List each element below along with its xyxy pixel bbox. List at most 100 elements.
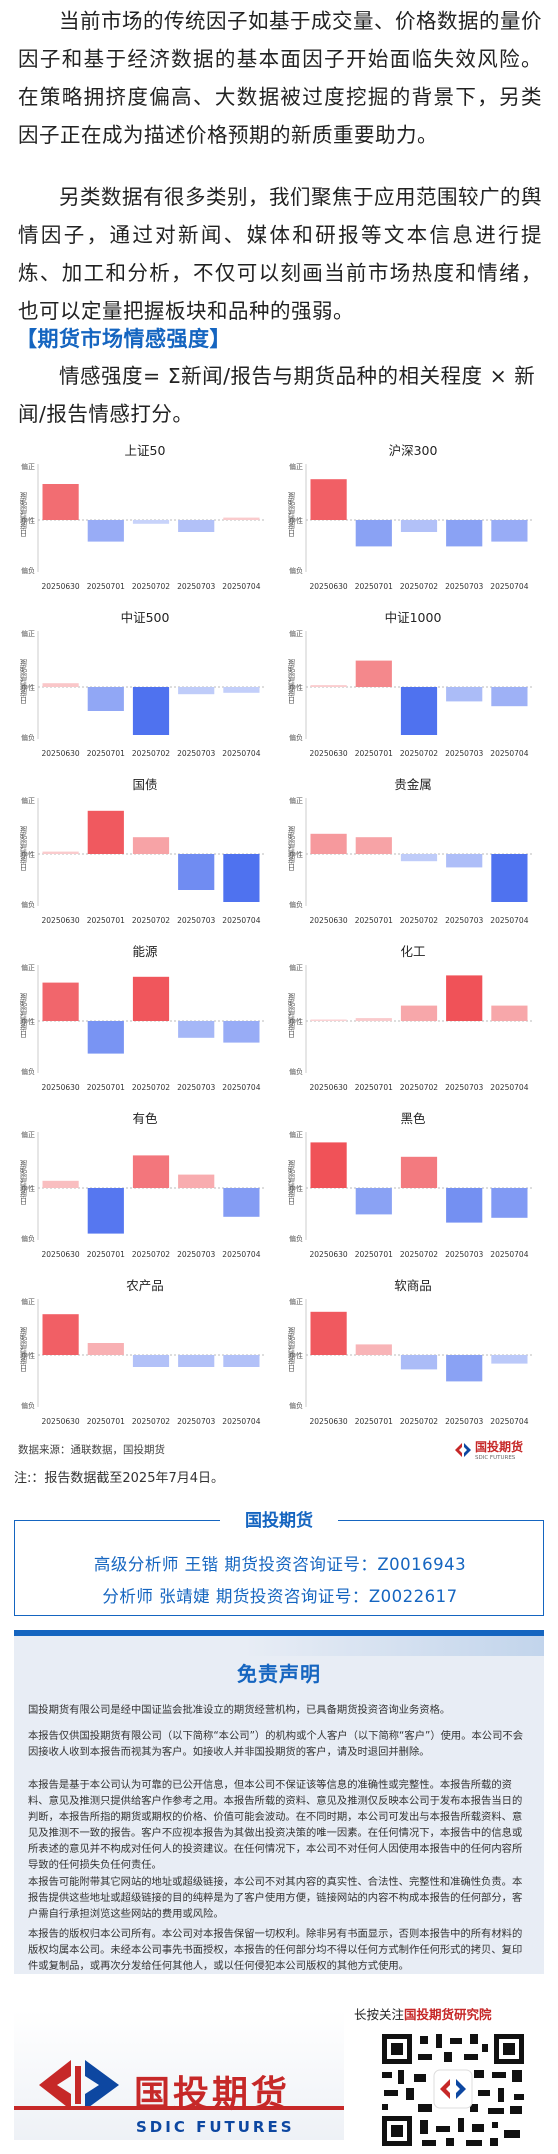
chart-y-tick-label: 偏负 [21, 900, 35, 909]
chart-bar [42, 851, 79, 854]
chart-y-tick-label: 中性 [289, 1351, 303, 1360]
chart-bar [223, 1355, 260, 1367]
analyst-box: 高级分析师 王锴 期货投资咨询证号：Z0016943 分析师 张靖婕 期货投资咨… [14, 1520, 544, 1616]
chart-bar [310, 1019, 347, 1021]
chart-x-tick-label: 20250630 [42, 749, 80, 758]
chart-bar [400, 1156, 438, 1188]
chart-x-tick-label: 20250701 [355, 749, 393, 758]
source-logo-sub: SDIC FUTURES [475, 1455, 516, 1461]
chart-x-tick-label: 20250704 [222, 916, 260, 925]
chart-y-axis-label: 日度情感强度 [19, 1327, 28, 1372]
chart-bar [132, 520, 170, 524]
chart-bar [310, 685, 347, 687]
chart-y-tick-label: 偏负 [289, 733, 303, 742]
chart-x-tick-label: 20250702 [400, 916, 438, 925]
sentiment-chart: 偏正 中性 偏负 20250630 20250701 20250702 20250703 20… [14, 440, 276, 605]
chart-y-tick-label: 偏正 [289, 462, 303, 471]
chart-y-tick-label: 中性 [21, 516, 35, 525]
chart-title: 中证500 [120, 610, 170, 625]
chart-y-tick-label: 中性 [21, 1184, 35, 1193]
chart-y-tick-label: 偏负 [289, 1401, 303, 1410]
chart-x-tick-label: 20250702 [132, 1417, 170, 1426]
chart-y-tick-label: 偏负 [21, 1401, 35, 1410]
chart-y-tick-label: 偏负 [21, 733, 35, 742]
disclaimer-title: 免责声明 [237, 1662, 321, 1686]
chart-bar [310, 833, 347, 854]
chart-bar [178, 687, 215, 695]
chart-x-tick-label: 20250701 [87, 916, 125, 925]
chart-bar [355, 660, 392, 687]
chart-bar [446, 1188, 483, 1223]
chart-bar [132, 837, 170, 854]
chart-x-tick-label: 20250701 [87, 1083, 125, 1092]
chart-x-tick-label: 20250630 [42, 582, 80, 591]
chart-bar [178, 854, 215, 890]
chart-x-tick-label: 20250703 [445, 1417, 483, 1426]
chart-bar [491, 520, 528, 542]
intro-paragraph-2: 另类数据有很多类别，我们聚焦于应用范围较广的舆情因子，通过对新闻、媒体和研报等文… [18, 185, 542, 323]
follow-account-name: 国投期货研究院 [404, 2007, 492, 2022]
disclaimer-top-bar [14, 1630, 544, 1636]
chart-y-tick-label: 偏正 [21, 963, 35, 972]
chart-x-tick-label: 20250704 [222, 582, 260, 591]
qr-code-icon[interactable] [378, 2030, 528, 2150]
chart-bar [491, 854, 528, 902]
disclaimer-paragraph: 国投期货有限公司是经中国证监会批准设立的期货经营机构，已具备期货投资咨询业务资格… [28, 1704, 451, 1716]
chart-bar [310, 1311, 347, 1355]
chart-bar [223, 1188, 260, 1217]
analyst-junior: 分析师 张靖婕 期货投资咨询证号：Z0022617 [102, 1587, 458, 1606]
chart-x-tick-label: 20250630 [310, 749, 348, 758]
sentiment-chart: 偏正 中性 偏负 20250630 20250701 20250702 20250703 20… [282, 941, 544, 1106]
chart-bar [491, 1005, 528, 1021]
chart-bar [446, 1355, 483, 1382]
chart-bar [223, 854, 260, 902]
chart-x-tick-label: 20250702 [132, 916, 170, 925]
sentiment-chart: 偏正 中性 偏负 20250630 20250701 20250702 20250703 20… [282, 1108, 544, 1273]
chart-y-tick-label: 偏正 [289, 796, 303, 805]
sentiment-charts-grid: 偏正 中性 偏负 20250630 20250701 20250702 20250703 20… [14, 440, 544, 1440]
chart-bar [446, 854, 483, 868]
chart-y-tick-label: 偏正 [289, 1130, 303, 1139]
sdic-logo-icon [455, 1442, 471, 1457]
chart-x-tick-label: 20250703 [445, 1083, 483, 1092]
chart-bar [223, 687, 260, 693]
chart-bar [446, 520, 483, 547]
chart-y-axis-label: 日度情感强度 [287, 1327, 296, 1372]
chart-x-tick-label: 20250702 [132, 582, 170, 591]
sentiment-chart: 偏正 中性 偏负 20250630 20250701 20250702 20250703 20… [14, 607, 276, 772]
chart-x-tick-label: 20250704 [490, 749, 528, 758]
chart-x-tick-label: 20250630 [42, 1417, 80, 1426]
chart-x-tick-label: 20250701 [87, 749, 125, 758]
chart-bar [223, 517, 260, 520]
source-logo: 国投期货 SDIC FUTURES [455, 1438, 523, 1461]
chart-x-tick-label: 20250704 [222, 1083, 260, 1092]
chart-x-tick-label: 20250701 [355, 916, 393, 925]
chart-bar [355, 520, 392, 547]
chart-bar [400, 687, 438, 735]
chart-x-tick-label: 20250704 [222, 1250, 260, 1259]
chart-y-tick-label: 中性 [21, 683, 35, 692]
chart-y-axis-label: 日度情感强度 [19, 1160, 28, 1205]
chart-y-tick-label: 中性 [21, 1351, 35, 1360]
formula-text: 情感强度= Σ新闻/报告与期货品种的相关程度 × 新闻/报告情感打分。 [18, 364, 536, 426]
sentiment-chart: 偏正 中性 偏负 20250630 20250701 20250702 20250703 20… [282, 774, 544, 939]
chart-bar [178, 1021, 215, 1038]
chart-bar [87, 520, 124, 542]
chart-bar [178, 1355, 215, 1367]
chart-title: 国债 [132, 777, 158, 792]
chart-y-tick-label: 偏正 [289, 629, 303, 638]
chart-y-tick-label: 偏负 [289, 1067, 303, 1076]
chart-y-tick-label: 偏正 [21, 1297, 35, 1306]
chart-y-axis-label: 日度情感强度 [287, 993, 296, 1038]
follow-prompt: 长按关注国投期货研究院 [354, 2004, 492, 2023]
sentiment-chart: 偏正 中性 偏负 20250630 20250701 20250702 20250703 20… [14, 1108, 276, 1273]
chart-title: 黑色 [400, 1111, 426, 1126]
chart-bar [132, 976, 170, 1021]
chart-y-tick-label: 偏负 [21, 1234, 35, 1243]
footer-logo-sub: SDIC FUTURES [136, 2118, 295, 2136]
chart-x-tick-label: 20250703 [177, 916, 215, 925]
